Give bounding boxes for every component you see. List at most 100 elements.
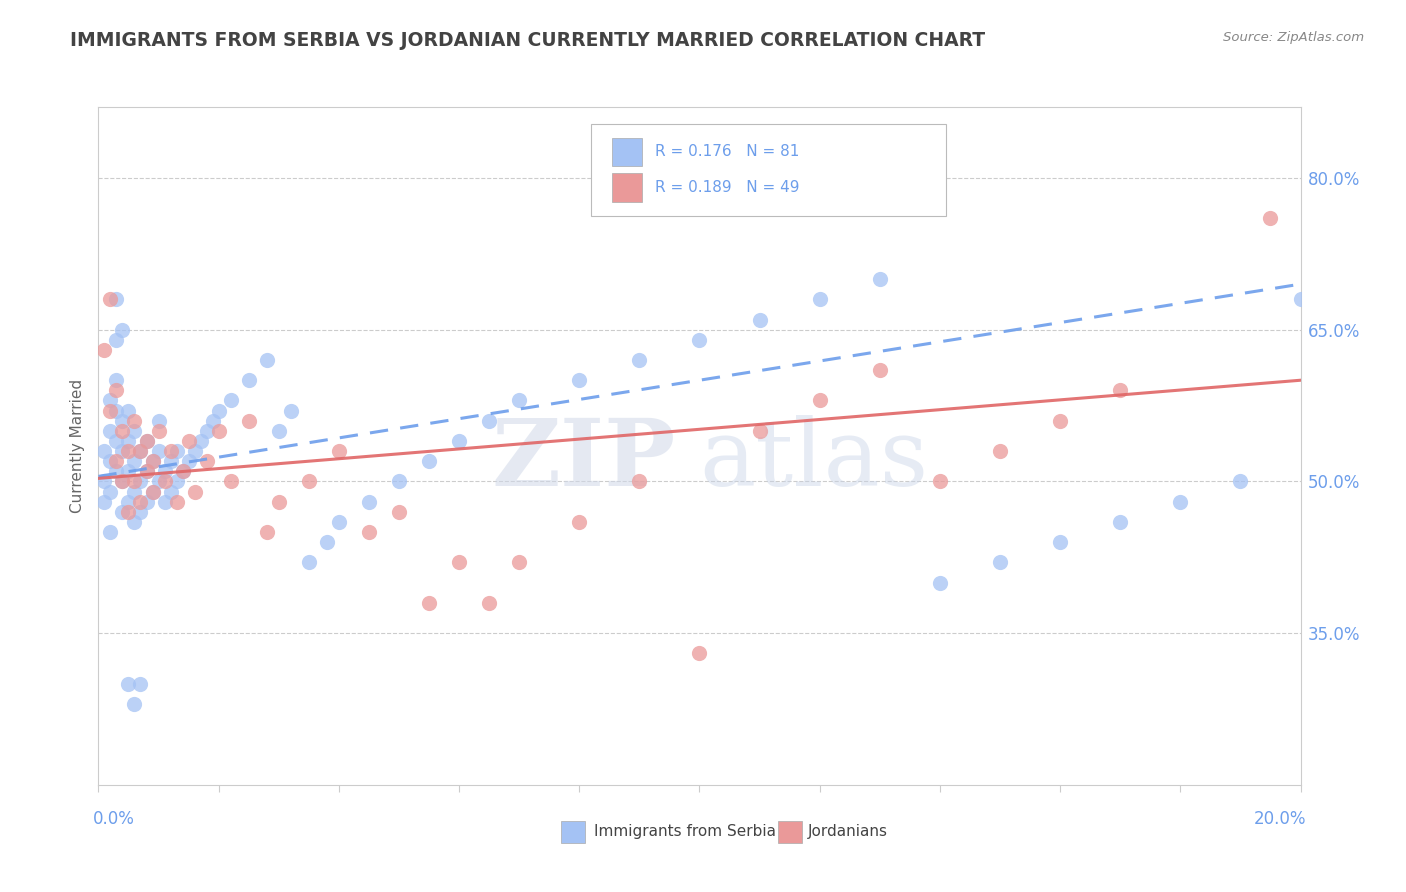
Point: [195, 454, 218, 468]
Point: [148, 475, 170, 489]
Point: [177, 434, 200, 448]
Point: [298, 555, 321, 569]
Text: Immigrants from Serbia: Immigrants from Serbia: [593, 824, 776, 839]
Point: [129, 444, 152, 458]
Point: [183, 484, 205, 499]
Point: [153, 464, 176, 478]
Point: [100, 403, 122, 417]
FancyBboxPatch shape: [592, 124, 946, 216]
Point: [201, 414, 224, 428]
Point: [808, 293, 831, 307]
Point: [148, 444, 170, 458]
Point: [141, 484, 163, 499]
Point: [117, 434, 139, 448]
Point: [190, 434, 212, 448]
Point: [141, 454, 163, 468]
Point: [238, 414, 260, 428]
Point: [153, 494, 176, 508]
Point: [105, 373, 128, 387]
Point: [183, 444, 205, 458]
Text: Jordanians: Jordanians: [807, 824, 887, 839]
Point: [129, 494, 152, 508]
Point: [628, 475, 651, 489]
Point: [129, 475, 152, 489]
Point: [166, 475, 188, 489]
Point: [447, 555, 470, 569]
Point: [135, 464, 157, 478]
Point: [117, 444, 139, 458]
Point: [105, 454, 128, 468]
Point: [508, 555, 530, 569]
Text: 0.0%: 0.0%: [93, 810, 135, 829]
Y-axis label: Currently Married: Currently Married: [69, 379, 84, 513]
Point: [117, 677, 139, 691]
Point: [100, 393, 122, 408]
Point: [159, 454, 181, 468]
Point: [568, 373, 591, 387]
Point: [135, 434, 157, 448]
Point: [124, 414, 146, 428]
Point: [111, 475, 134, 489]
Point: [219, 475, 242, 489]
Text: R = 0.176   N = 81: R = 0.176 N = 81: [655, 145, 800, 160]
Point: [280, 403, 302, 417]
Point: [238, 373, 260, 387]
Point: [100, 293, 122, 307]
Text: R = 0.189   N = 49: R = 0.189 N = 49: [655, 180, 800, 195]
Point: [124, 697, 146, 711]
Bar: [778, 821, 801, 843]
Bar: [612, 173, 641, 202]
Point: [111, 414, 134, 428]
Point: [447, 434, 470, 448]
Point: [929, 475, 952, 489]
Point: [105, 333, 128, 347]
Point: [988, 555, 1011, 569]
Point: [111, 424, 134, 438]
Point: [135, 494, 157, 508]
Point: [1229, 475, 1251, 489]
Point: [159, 444, 181, 458]
Point: [1170, 494, 1192, 508]
Point: [177, 454, 200, 468]
Point: [256, 524, 278, 539]
Point: [1049, 535, 1071, 549]
Text: atlas: atlas: [700, 415, 929, 505]
Point: [418, 454, 440, 468]
Point: [568, 515, 591, 529]
Point: [195, 424, 218, 438]
Point: [93, 475, 115, 489]
Point: [100, 424, 122, 438]
Point: [141, 454, 163, 468]
Point: [357, 494, 380, 508]
Point: [172, 464, 194, 478]
Point: [267, 494, 290, 508]
Point: [105, 293, 128, 307]
Point: [1109, 515, 1132, 529]
Point: [267, 424, 290, 438]
Point: [93, 494, 115, 508]
Point: [315, 535, 337, 549]
Point: [111, 475, 134, 489]
Point: [148, 414, 170, 428]
Text: ZIP: ZIP: [491, 415, 675, 505]
Bar: [612, 137, 641, 166]
Point: [328, 444, 350, 458]
Point: [124, 515, 146, 529]
Point: [117, 505, 139, 519]
Point: [124, 454, 146, 468]
Point: [100, 454, 122, 468]
Point: [129, 505, 152, 519]
Point: [388, 475, 411, 489]
Point: [869, 363, 891, 377]
Point: [135, 434, 157, 448]
Point: [328, 515, 350, 529]
Point: [100, 484, 122, 499]
Point: [929, 575, 952, 590]
Point: [105, 384, 128, 398]
Point: [166, 444, 188, 458]
Point: [418, 596, 440, 610]
Point: [93, 343, 115, 357]
Point: [298, 475, 321, 489]
Point: [105, 403, 128, 417]
Point: [748, 312, 770, 326]
